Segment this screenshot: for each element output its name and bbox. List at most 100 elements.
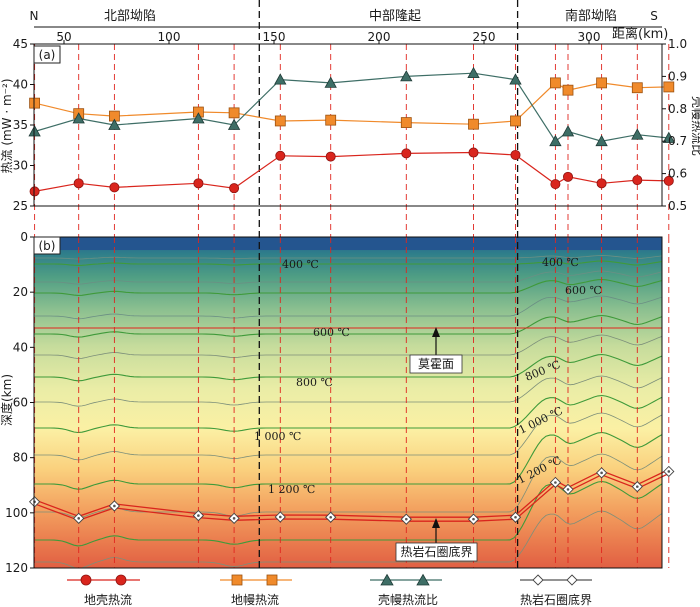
legend-label-ratio: 壳幔热流比 <box>378 592 438 607</box>
isotherm-label-1000-north: 1 000 ℃ <box>254 430 301 443</box>
lab-label-box <box>395 542 478 562</box>
crust-mantle-ratio-point <box>72 112 85 124</box>
y-left-tick-label: 45 <box>13 37 28 51</box>
y-left-tick-label: 30 <box>13 159 28 173</box>
y-right-tick-label: 0.5 <box>668 199 687 213</box>
isotherm-lines <box>34 255 662 568</box>
crust-mantle-ratio-point <box>400 70 413 82</box>
crust-mantle-ratio-point <box>595 134 608 147</box>
panel-b-label-box <box>33 236 61 255</box>
crust-heat-flow-point <box>596 178 607 189</box>
lab-point-center <box>667 470 671 473</box>
mantle-heat-flow-point <box>325 114 337 126</box>
depth-tick-label: 60 <box>13 396 28 410</box>
isotherm-line <box>34 260 662 266</box>
crust-mantle-ratio-point <box>561 125 575 137</box>
crust-heat-flow-point <box>632 175 643 186</box>
lab-point-center <box>329 515 333 519</box>
region-label-south-depression: 南部坳陷 <box>565 8 617 24</box>
lab-point-center <box>113 504 116 508</box>
legend-marker-crust-1 <box>80 574 92 586</box>
y-left-axis-title: 热流 (mW · m⁻²) <box>0 78 14 173</box>
moho-label: 莫霍面 <box>418 357 454 371</box>
isotherm-line <box>34 295 662 320</box>
isotherm-label-400-south: 400 ℃ <box>542 256 579 269</box>
end-label-north: N <box>30 9 39 23</box>
lab-point-center <box>600 471 603 475</box>
crust-mantle-ratio-point <box>549 134 562 147</box>
y-right-tick-label: 1.0 <box>668 37 687 51</box>
crust-heat-flow-point <box>663 175 674 186</box>
depth-tick-label: 20 <box>13 285 28 299</box>
mantle-heat-flow-point <box>468 118 479 130</box>
x-tick-label: 300 <box>578 30 601 44</box>
lab-label: 热岩石圈底界 <box>400 544 472 559</box>
depth-tick-label: 80 <box>13 451 28 465</box>
lab-point-center <box>554 481 557 484</box>
crust-mantle-ratio-point <box>509 73 522 85</box>
crust-heat-flow-point <box>510 149 521 160</box>
crust-heat-flow-point <box>325 151 336 162</box>
mantle-heat-flow-point <box>29 97 41 109</box>
x-tick-label: 100 <box>158 30 181 44</box>
y-right-axis-title: 壳幔热流比 <box>690 96 700 156</box>
legend-marker-lab-1 <box>532 574 544 586</box>
lab-point-center <box>514 515 517 519</box>
x-axis-title: 距离(km) <box>612 26 668 42</box>
crust-heat-flow-point <box>468 147 479 158</box>
legend-marker-crust-2 <box>115 574 127 586</box>
crust-heat-flow-point <box>29 186 40 197</box>
y-right-tick-label: 0.9 <box>668 69 687 83</box>
series-line-triangle <box>34 72 669 143</box>
crust-mantle-ratio-point <box>324 76 337 88</box>
isotherm-line <box>34 375 662 407</box>
mantle-heat-flow-point <box>596 77 607 89</box>
legend-marker-ratio-2 <box>416 573 430 586</box>
isotherm-line <box>34 412 662 461</box>
isotherm-line <box>34 270 662 285</box>
legend-label-mantle: 地幔热流 <box>231 592 279 607</box>
mantle-heat-flow-point <box>274 115 286 127</box>
depth-axis-title: 深度(km) <box>0 374 14 426</box>
lab-point-center <box>636 485 639 488</box>
lab-point-center <box>197 514 200 517</box>
crust-mantle-ratio-point <box>192 112 205 124</box>
crust-heat-flow-point <box>109 182 120 193</box>
lab-point-center <box>232 517 236 520</box>
crust-heat-flow-point <box>401 148 412 159</box>
region-label-central-uplift: 中部隆起 <box>369 9 421 24</box>
panel-b-marks <box>28 0 675 568</box>
legend: 地壳热流 地幔热流 壳幔热流比 热岩石圈底界 <box>67 573 592 607</box>
isotherm-line <box>34 314 662 338</box>
crust-mantle-ratio-point <box>28 125 41 137</box>
lab-point-center <box>77 517 80 520</box>
mantle-heat-flow-point <box>631 82 643 94</box>
crust-mantle-ratio-point <box>662 131 675 143</box>
panel-b-label: (b) <box>39 239 56 253</box>
x-tick-label: 150 <box>263 30 286 44</box>
mantle-heat-flow-point <box>562 84 574 96</box>
legend-label-crust: 地壳热流 <box>84 593 132 607</box>
y-right-tick-label: 0.7 <box>668 134 687 148</box>
crust-heat-flow-point <box>73 178 84 189</box>
x-tick-label: 200 <box>368 30 391 44</box>
depth-tick-label: 100 <box>5 506 28 520</box>
legend-marker-ratio-1 <box>380 573 394 586</box>
moho-arrow-head <box>432 327 440 337</box>
legend-marker-mantle-1 <box>231 574 243 586</box>
mantle-heat-flow-point <box>550 77 561 89</box>
y-left-tick-label: 40 <box>13 78 28 92</box>
panel-a-marks <box>28 44 675 237</box>
crust-mantle-ratio-point <box>108 118 121 130</box>
lab-point-center <box>566 488 570 491</box>
mantle-heat-flow-point <box>228 107 240 119</box>
axes: 50 100 150 200 250 30025303540450.50.60.70.80… <box>5 26 687 575</box>
panel-a-label-box <box>33 45 61 64</box>
isotherm-line <box>34 431 662 490</box>
y-left-tick-label: 25 <box>13 199 28 213</box>
isotherm-label-600-north: 600 ℃ <box>313 326 350 339</box>
isotherm-line <box>34 510 662 568</box>
crust-mantle-ratio-point <box>631 128 644 140</box>
legend-marker-lab-2 <box>566 574 578 586</box>
